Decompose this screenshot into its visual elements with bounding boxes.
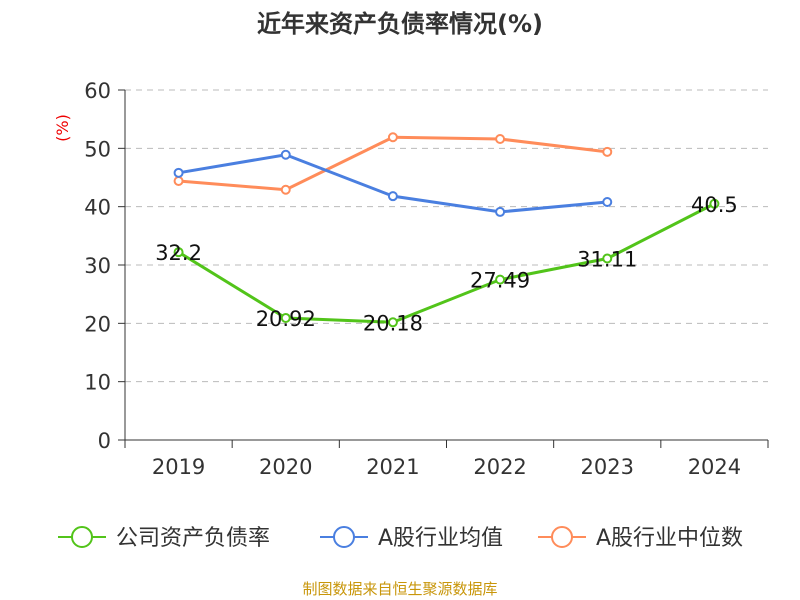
data-label: 32.2 — [155, 241, 202, 265]
data-point — [602, 146, 613, 157]
y-tick-label: 10 — [84, 371, 111, 395]
data-point — [495, 134, 506, 144]
x-tick-label: 2021 — [366, 455, 419, 479]
y-tick-label: 0 — [98, 429, 111, 453]
data-label: 20.18 — [363, 311, 423, 335]
y-tick-label: 50 — [84, 137, 111, 161]
y-tick-label: 30 — [84, 254, 111, 278]
data-point — [495, 274, 506, 285]
data-label: 20.92 — [256, 307, 316, 331]
data-point — [387, 191, 398, 202]
legend-label[interactable]: A股行业中位数 — [596, 526, 743, 551]
legend-label[interactable]: A股行业均值 — [378, 526, 503, 551]
y-tick-label: 40 — [84, 196, 111, 220]
y-axis-label: (%) — [53, 114, 72, 142]
series-line — [178, 153, 608, 214]
data-point — [280, 149, 291, 160]
data-point — [387, 132, 398, 143]
footer-source: 制图数据来自恒生聚源数据库 — [302, 580, 497, 598]
chart-title: 近年来资产负债率情况(%) — [257, 10, 543, 38]
x-tick-label: 2024 — [688, 455, 741, 479]
data-label: 31.11 — [577, 248, 637, 272]
data-point — [602, 197, 613, 207]
y-tick-label: 20 — [84, 312, 111, 336]
data-point — [280, 312, 291, 323]
data-point — [495, 206, 506, 217]
legend-marker[interactable] — [71, 526, 93, 548]
legend-label[interactable]: 公司资产负债率 — [116, 526, 270, 551]
data-label: 27.49 — [470, 269, 530, 293]
legend-marker[interactable] — [333, 526, 355, 548]
series-line — [177, 202, 716, 324]
data-point — [173, 176, 184, 186]
data-point — [280, 184, 291, 195]
data-point — [173, 247, 184, 258]
data-point — [387, 317, 398, 328]
x-tick-label: 2022 — [473, 455, 526, 479]
data-point — [602, 253, 613, 264]
legend-marker[interactable] — [551, 526, 573, 548]
x-tick-label: 2019 — [152, 455, 205, 479]
data-point — [709, 198, 720, 209]
y-tick-label: 60 — [84, 79, 111, 103]
data-label: 40.5 — [691, 193, 738, 217]
x-tick-label: 2020 — [259, 455, 312, 479]
data-point — [173, 167, 184, 178]
x-tick-label: 2023 — [581, 455, 634, 479]
